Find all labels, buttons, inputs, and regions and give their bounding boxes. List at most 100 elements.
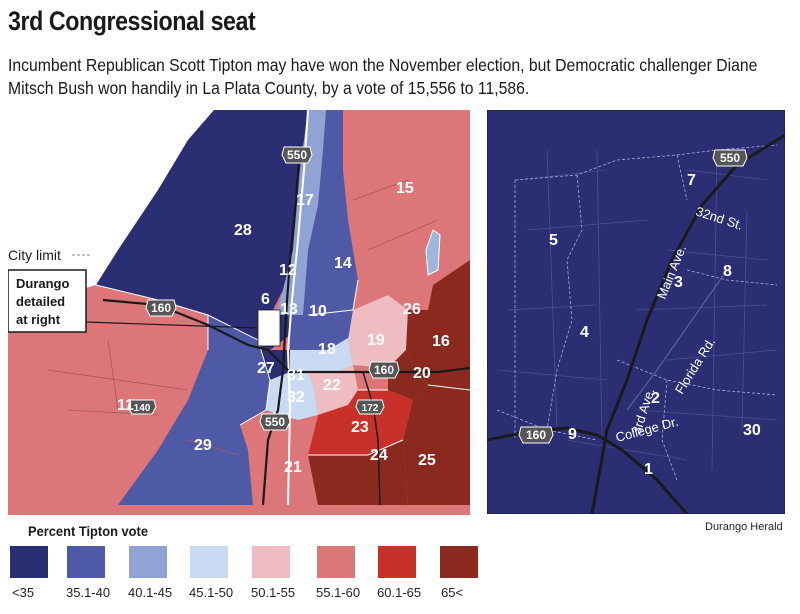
precinct-label: 2	[651, 390, 660, 407]
city-limit-label: City limit	[8, 247, 61, 263]
legend-swatch	[378, 546, 416, 578]
precinct-label: 4	[580, 324, 589, 341]
precinct-region-17	[293, 110, 326, 250]
precinct-label: 7	[687, 172, 696, 189]
shield-160-east: 160	[368, 361, 400, 379]
legend-label: 35.1-40	[66, 585, 111, 600]
precinct-label: 8	[723, 263, 732, 280]
precinct-label: 3	[674, 274, 683, 291]
precinct-region-23	[308, 390, 413, 455]
durango-detail-marker	[257, 309, 281, 347]
shield-140: 140	[127, 399, 157, 415]
shield-160-west: 160	[145, 299, 177, 317]
precinct-region-20	[388, 350, 428, 400]
precinct-label: 10	[309, 303, 327, 320]
precinct-region-16	[406, 260, 470, 390]
precinct-label: 12	[279, 262, 297, 279]
precinct-region-24	[308, 440, 408, 505]
precinct-region-26	[388, 270, 433, 310]
precinct-label: 11	[117, 397, 134, 414]
legend-label: 40.1-45	[128, 585, 173, 600]
highway-172-road	[362, 371, 381, 506]
highway-550-main-ave	[590, 133, 785, 514]
precinct-label: 16	[432, 333, 450, 350]
precinct-label: 22	[323, 377, 341, 394]
precinct-label: 32	[287, 389, 305, 406]
shield-550-north-label: 550	[287, 148, 307, 162]
legend-label: 50.1-55	[251, 585, 296, 600]
shield-172-label: 172	[362, 403, 379, 414]
precinct-region-18	[308, 335, 353, 372]
durango-callout-box	[8, 269, 87, 333]
legend-swatch	[10, 546, 48, 578]
legend-swatch	[252, 546, 290, 578]
highway-160-road	[102, 298, 470, 374]
shield-160-west-label: 160	[151, 301, 171, 315]
precinct-region-28	[96, 110, 308, 340]
county-precinct-map: City limit Durango detailed at right 550…	[8, 110, 470, 515]
shield-550-detail: 550	[712, 149, 748, 167]
precinct-label: 20	[413, 365, 431, 382]
credit-line: Durango Herald	[705, 521, 783, 533]
legend-title: Percent Tipton vote	[28, 523, 149, 539]
legend-swatch	[190, 546, 228, 578]
callout-leader-line	[85, 321, 259, 329]
detail-background	[487, 110, 785, 514]
precinct-label: 29	[194, 437, 212, 454]
precinct-label: 30	[743, 422, 761, 439]
precinct-region-21	[240, 410, 318, 505]
durango-detail-map: 550 160 32nd St. Main Ave. Florida Rd. 3…	[487, 110, 785, 514]
precinct-label: 27	[257, 360, 275, 377]
precinct-region-19	[348, 295, 408, 368]
legend-swatch	[129, 546, 167, 578]
precinct-label: 21	[284, 459, 302, 476]
precinct-region-29	[118, 315, 270, 505]
page-subtitle: Incumbent Republican Scott Tipton may ha…	[8, 55, 758, 98]
durango-callout-line-1: Durango	[16, 276, 70, 291]
precinct-label: 5	[549, 232, 558, 249]
shield-550-south: 550	[259, 413, 291, 431]
precinct-region-10	[308, 310, 353, 350]
precinct-label: 31	[287, 367, 305, 384]
shield-140-label: 140	[134, 403, 151, 414]
precinct-label: 14	[334, 255, 352, 272]
reservoir	[425, 229, 441, 276]
precinct-label: 23	[351, 419, 369, 436]
precinct-region-31	[290, 350, 313, 385]
shield-160-east-label: 160	[374, 363, 394, 377]
precinct-label: 26	[403, 301, 421, 318]
shield-550-detail-label: 550	[720, 151, 740, 165]
outside-county	[8, 110, 214, 310]
shield-550-south-label: 550	[265, 415, 285, 429]
legend-swatch	[440, 546, 478, 578]
precinct-region-25	[403, 385, 470, 505]
precinct-region-22	[308, 365, 358, 415]
street-grid	[496, 149, 778, 471]
precinct-label: 13	[280, 301, 298, 318]
page-title: 3rd Congressional seat	[8, 6, 256, 36]
legend-swatch	[67, 546, 105, 578]
legend-swatch	[317, 546, 355, 578]
precinct-label: 18	[318, 341, 336, 358]
precinct-label: 15	[396, 180, 414, 197]
local-roads	[47, 179, 439, 456]
precinct-label: 9	[568, 426, 577, 443]
durango-callout-line-2: detailed	[16, 294, 65, 309]
legend-label: 65<	[441, 585, 464, 600]
legend-label: <35	[12, 585, 35, 600]
legend-label: 55.1-60	[316, 585, 361, 600]
precinct-region-14	[303, 110, 358, 315]
precinct-label: 1	[644, 461, 653, 478]
shield-160-detail: 160	[518, 426, 554, 444]
precinct-region-12	[276, 250, 308, 315]
shield-550-north: 550	[281, 146, 313, 164]
precinct-label: 17	[296, 192, 314, 209]
precinct-label: 24	[370, 447, 388, 464]
durango-callout-line-3: at right	[16, 312, 61, 327]
florida-rd	[626, 269, 728, 411]
precinct-label: 19	[367, 332, 385, 349]
shield-160-detail-label: 160	[526, 428, 546, 442]
legend-label: 45.1-50	[189, 585, 234, 600]
shield-172: 172	[355, 399, 385, 415]
precinct-label: 6	[261, 291, 270, 308]
